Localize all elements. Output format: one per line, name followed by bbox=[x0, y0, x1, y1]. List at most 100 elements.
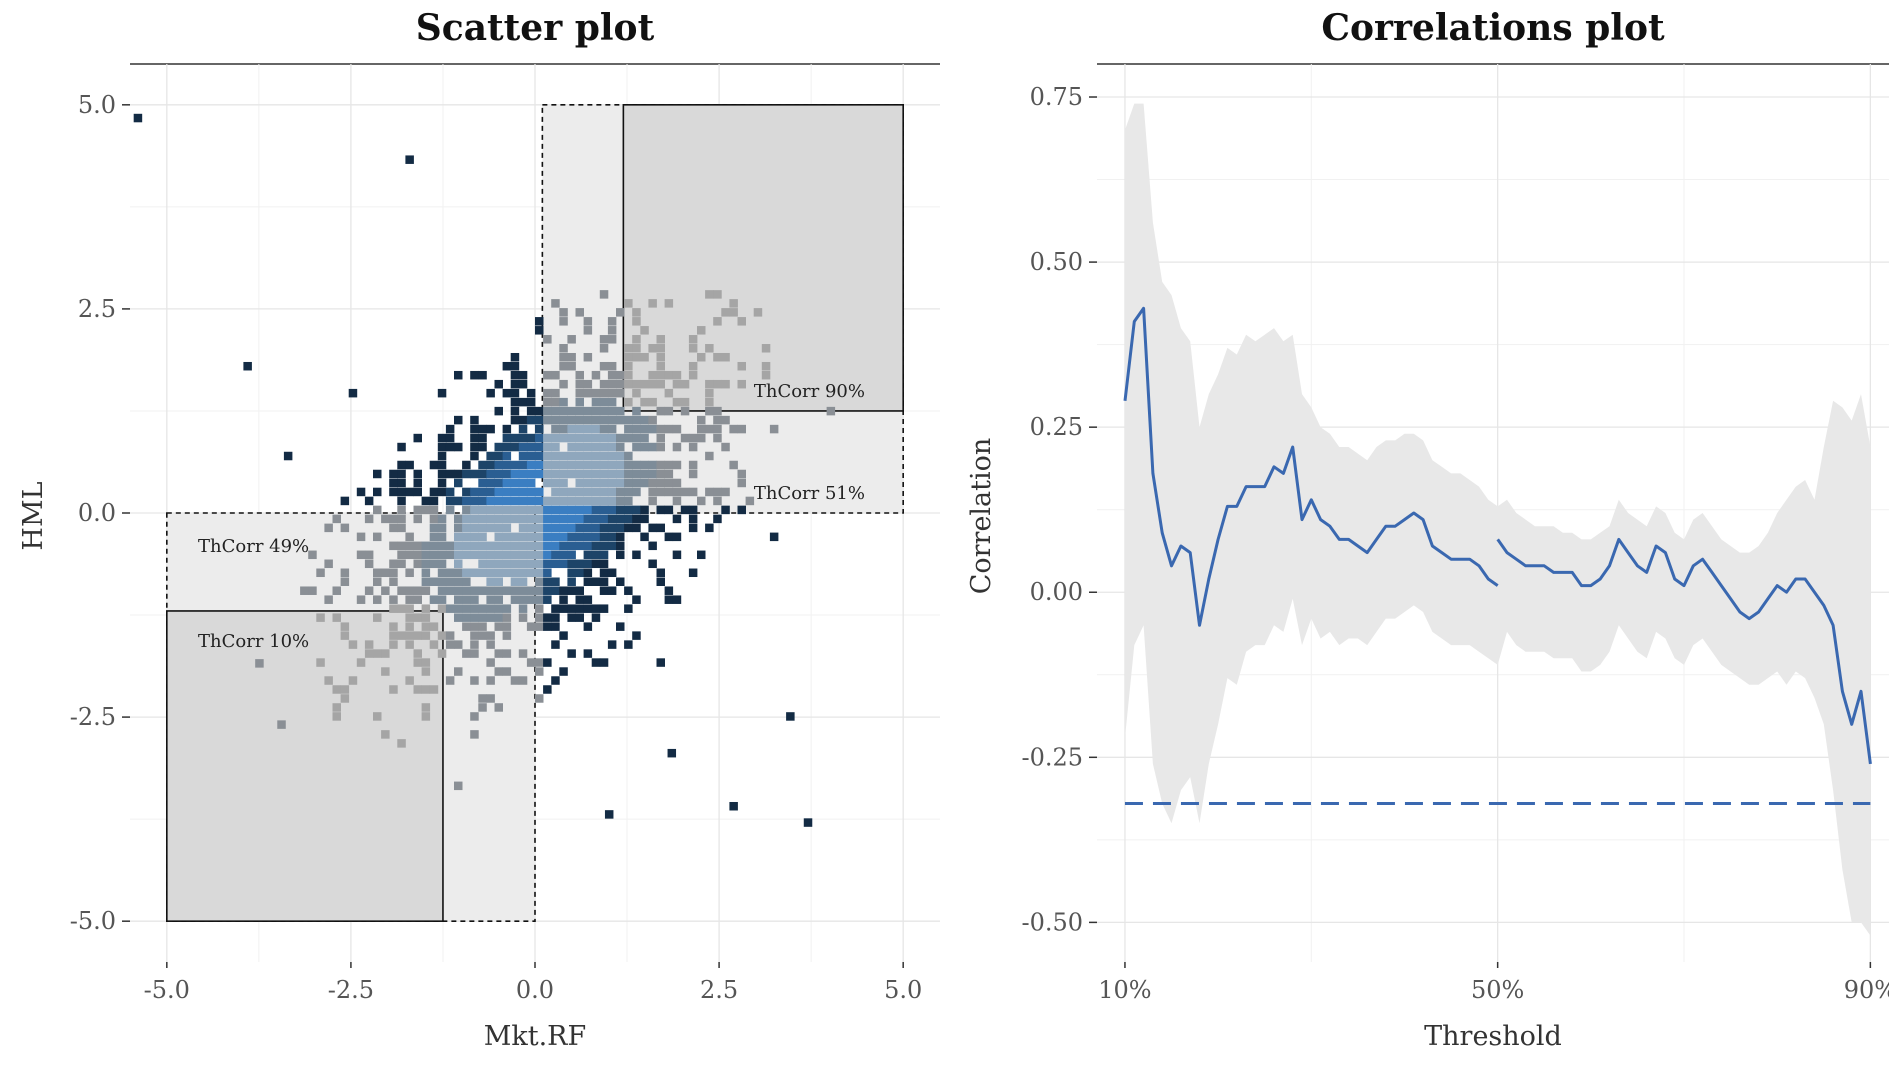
bin-cell bbox=[543, 388, 552, 398]
bin-cell bbox=[616, 379, 625, 389]
bin-cell bbox=[340, 523, 350, 533]
bin-cell bbox=[510, 460, 520, 470]
bin-cell bbox=[599, 478, 609, 488]
bin-cell bbox=[421, 541, 431, 551]
bin-cell bbox=[583, 433, 593, 443]
bin-cell bbox=[567, 335, 576, 344]
bin-cell bbox=[494, 550, 503, 560]
bin-cell bbox=[616, 478, 625, 488]
bin-cell bbox=[502, 622, 512, 631]
bin-cell bbox=[389, 487, 398, 497]
bin-cell bbox=[437, 388, 447, 398]
bin-cell bbox=[591, 424, 601, 434]
bin-cell bbox=[405, 595, 414, 604]
bin-cell bbox=[421, 577, 431, 586]
bin-cell bbox=[640, 415, 649, 425]
bin-cell bbox=[591, 433, 601, 443]
bin-cell bbox=[381, 649, 390, 658]
bin-cell bbox=[672, 379, 682, 389]
bin-cell bbox=[486, 496, 495, 506]
bin-cell bbox=[518, 649, 528, 658]
bin-cell bbox=[494, 532, 503, 542]
bin-cell bbox=[713, 496, 722, 506]
bin-cell bbox=[616, 577, 625, 586]
bin-cell bbox=[510, 676, 520, 685]
bin-cell bbox=[478, 703, 487, 712]
bin-cell bbox=[599, 568, 609, 578]
bin-cell bbox=[543, 586, 552, 595]
bin-cell bbox=[381, 586, 390, 595]
bin-cell bbox=[486, 568, 495, 578]
bin-cell bbox=[405, 613, 414, 622]
bin-cell bbox=[583, 649, 593, 658]
bin-cell bbox=[575, 586, 584, 595]
bin-cell bbox=[397, 559, 406, 569]
bin-cell bbox=[510, 532, 520, 542]
bin-cell bbox=[324, 523, 333, 533]
bin-cell bbox=[445, 568, 455, 578]
bin-cell bbox=[429, 496, 439, 506]
bin-cell bbox=[624, 379, 633, 389]
bin-cell bbox=[607, 388, 617, 398]
bin-cell bbox=[713, 352, 722, 362]
outlier-cell bbox=[803, 818, 813, 827]
bin-cell bbox=[591, 460, 601, 470]
bin-cell bbox=[413, 559, 422, 569]
bin-cell bbox=[405, 487, 414, 497]
bin-cell bbox=[575, 397, 584, 407]
bin-cell bbox=[624, 424, 633, 434]
bin-cell bbox=[664, 460, 674, 470]
bin-cell bbox=[462, 514, 471, 524]
bin-cell bbox=[567, 604, 576, 613]
corr-xtick-label: 50% bbox=[1471, 976, 1524, 1004]
bin-cell bbox=[356, 487, 366, 497]
bin-cell bbox=[494, 487, 503, 497]
bin-cell bbox=[510, 559, 520, 569]
bin-cell bbox=[624, 586, 633, 595]
bin-cell bbox=[567, 451, 576, 461]
bin-cell bbox=[478, 631, 487, 640]
bin-cell bbox=[494, 604, 503, 613]
bin-cell bbox=[389, 478, 398, 488]
bin-cell bbox=[510, 397, 520, 407]
bin-cell bbox=[664, 586, 674, 595]
corr-ytick-label: 0.50 bbox=[1030, 248, 1083, 276]
bin-cell bbox=[389, 577, 398, 586]
bin-cell bbox=[640, 460, 649, 470]
scatter-xtick-label: 2.5 bbox=[700, 976, 738, 1004]
bin-cell bbox=[518, 595, 528, 604]
bin-cell bbox=[494, 451, 503, 461]
bin-cell bbox=[664, 532, 674, 542]
bin-cell bbox=[526, 523, 536, 533]
bin-cell bbox=[526, 388, 536, 398]
bin-cell bbox=[583, 451, 593, 461]
bin-cell bbox=[607, 514, 617, 524]
bin-cell bbox=[616, 433, 625, 443]
bin-cell bbox=[364, 640, 374, 649]
scatter-xtick-label: 0.0 bbox=[516, 976, 554, 1004]
bin-cell bbox=[705, 388, 714, 398]
bin-cell bbox=[429, 577, 439, 586]
bin-cell bbox=[567, 541, 576, 551]
bin-cell bbox=[551, 577, 560, 586]
bin-cell bbox=[518, 577, 528, 586]
bin-cell bbox=[316, 613, 325, 622]
bin-cell bbox=[591, 532, 601, 542]
bin-cell bbox=[656, 424, 665, 434]
bin-cell bbox=[640, 397, 649, 407]
bin-cell bbox=[421, 604, 431, 613]
bin-cell bbox=[551, 487, 560, 497]
bin-cell bbox=[575, 415, 584, 425]
scatter-ticks: -5.0 -2.5 0.0 2.5 5.0 -5.0 -2.5 0.0 2.5 5.0 bbox=[70, 91, 923, 1004]
bin-cell bbox=[526, 433, 536, 443]
bin-cell bbox=[526, 415, 536, 425]
bin-cell bbox=[454, 604, 463, 613]
bin-cell bbox=[559, 478, 568, 488]
region-label: ThCorr 90% bbox=[754, 381, 865, 402]
bin-cell bbox=[616, 496, 625, 506]
bin-cell bbox=[470, 532, 479, 542]
bin-cell bbox=[535, 460, 544, 470]
bin-cell bbox=[502, 460, 512, 470]
bin-cell bbox=[632, 406, 641, 416]
bin-cell bbox=[551, 433, 560, 443]
